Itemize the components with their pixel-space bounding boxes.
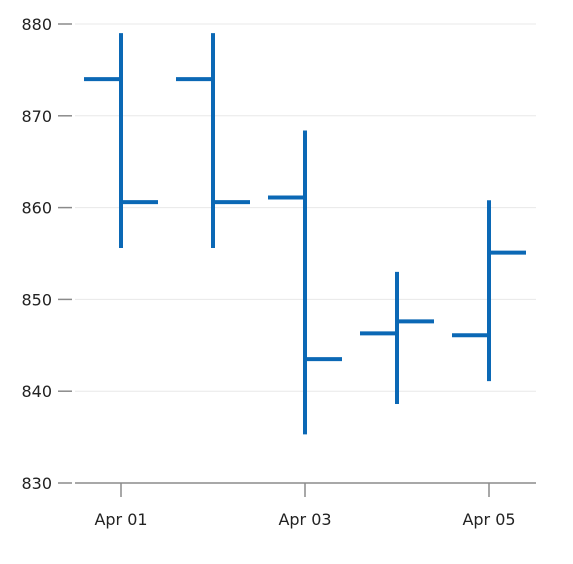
y-tick-label: 830 [21, 474, 52, 493]
x-tick-label: Apr 03 [278, 510, 331, 529]
y-tick-label: 840 [21, 382, 52, 401]
ohlc-bars [84, 33, 526, 435]
x-tick-label: Apr 05 [462, 510, 515, 529]
x-tick-label: Apr 01 [94, 510, 147, 529]
ohlc-bar [452, 200, 526, 382]
ohlc-bar [268, 130, 342, 435]
ohlc-bar [84, 33, 158, 248]
y-axis: 830 840 850 860 870 880 [21, 15, 72, 493]
ohlc-bar [176, 33, 250, 248]
y-tick-label: 870 [21, 107, 52, 126]
x-axis: Apr 01 Apr 03 Apr 05 [75, 482, 536, 529]
y-tick-label: 850 [21, 290, 52, 309]
ohlc-bar [360, 271, 434, 405]
y-tick-label: 880 [21, 15, 52, 34]
y-tick-label: 860 [21, 199, 52, 218]
